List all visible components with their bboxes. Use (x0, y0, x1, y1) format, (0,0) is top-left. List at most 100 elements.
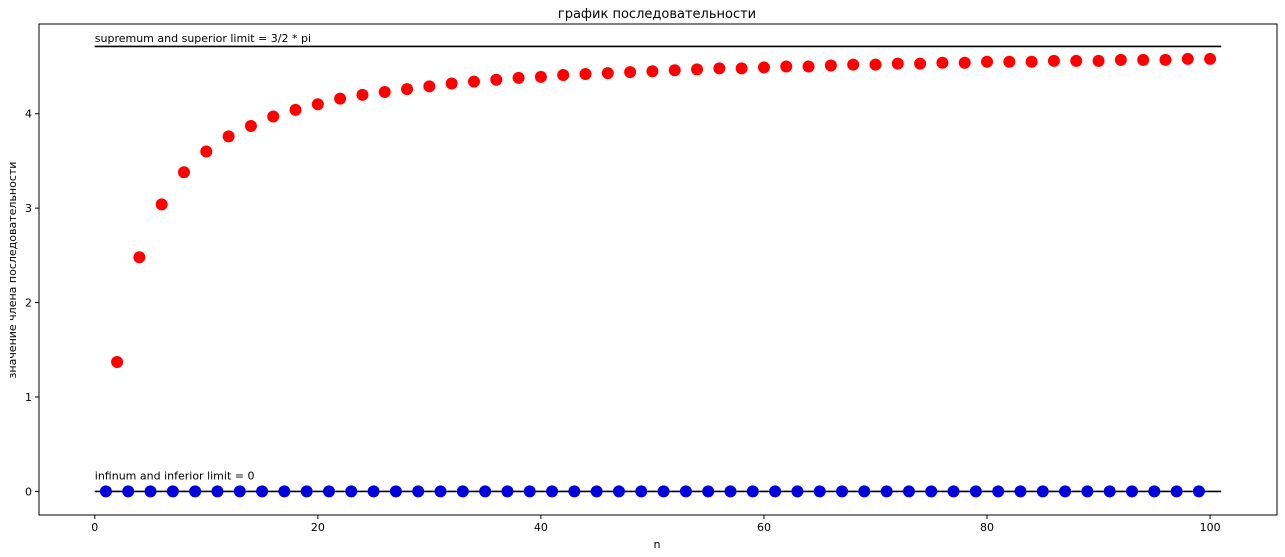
even-term-point (289, 103, 302, 116)
odd-term-point (969, 485, 982, 498)
odd-term-point (479, 485, 492, 498)
odd-term-point (322, 485, 335, 498)
even-term-point (802, 60, 815, 73)
even-term-point (691, 63, 704, 76)
odd-term-point (1081, 485, 1094, 498)
odd-term-point (724, 485, 737, 498)
even-term-point (1003, 55, 1016, 68)
x-tick-label: 100 (1200, 521, 1221, 534)
y-axis-label: значение члена последовательности (6, 162, 19, 379)
odd-term-point (902, 485, 915, 498)
even-term-point (891, 57, 904, 70)
even-term-point (311, 98, 324, 111)
odd-term-point (590, 485, 603, 498)
even-term-point (200, 145, 213, 158)
odd-term-point (702, 485, 715, 498)
odd-term-point (657, 485, 670, 498)
odd-term-point (858, 485, 871, 498)
even-term-point (222, 130, 235, 143)
even-term-point (1137, 53, 1150, 66)
even-term-point (824, 59, 837, 72)
even-term-point (735, 62, 748, 75)
y-tick-label: 3 (25, 202, 32, 215)
odd-term-point (568, 485, 581, 498)
even-term-point (1159, 53, 1172, 66)
even-term-point (356, 88, 369, 101)
even-term-point (334, 92, 347, 105)
odd-term-point (679, 485, 692, 498)
odd-term-point (278, 485, 291, 498)
even-term-point (936, 56, 949, 69)
even-term-point (378, 85, 391, 98)
odd-term-point (836, 485, 849, 498)
odd-term-point (769, 485, 782, 498)
x-tick-label: 80 (980, 521, 994, 534)
even-term-point (445, 77, 458, 90)
odd-term-point (523, 485, 536, 498)
even-term-point (512, 71, 525, 84)
even-term-point (401, 83, 414, 96)
even-term-point (111, 356, 124, 369)
odd-term-point (456, 485, 469, 498)
x-tick-label: 40 (534, 521, 548, 534)
even-term-point (1114, 53, 1127, 66)
odd-term-point (813, 485, 826, 498)
odd-term-point (412, 485, 425, 498)
even-term-point (914, 57, 927, 70)
even-term-point (1070, 54, 1083, 67)
even-term-point (579, 68, 592, 81)
even-term-point (1181, 52, 1194, 65)
odd-term-point (880, 485, 893, 498)
x-tick-label: 60 (757, 521, 771, 534)
even-term-point (155, 198, 168, 211)
even-term-point (1025, 55, 1038, 68)
x-tick-label: 20 (311, 521, 325, 534)
y-tick-label: 1 (25, 391, 32, 404)
even-term-point (780, 60, 793, 73)
y-tick-label: 2 (25, 297, 32, 310)
odd-term-point (947, 485, 960, 498)
even-term-point (423, 80, 436, 93)
even-term-point (1204, 52, 1217, 65)
even-term-point (646, 65, 659, 78)
odd-term-point (1036, 485, 1049, 498)
plot-frame (38, 23, 1278, 516)
odd-term-point (345, 485, 358, 498)
y-tick-label: 0 (25, 485, 32, 498)
even-term-point (713, 62, 726, 75)
supremum-annotation: supremum and superior limit = 3/2 * pi (95, 32, 311, 45)
even-term-point (601, 67, 614, 80)
odd-term-point (211, 485, 224, 498)
odd-term-point (546, 485, 559, 498)
odd-term-point (1014, 485, 1027, 498)
even-term-point (133, 251, 146, 264)
even-term-point (624, 66, 637, 79)
odd-term-point (434, 485, 447, 498)
even-term-point (668, 64, 681, 77)
even-term-point (869, 58, 882, 71)
y-tick-label: 4 (25, 108, 32, 121)
odd-term-point (1170, 485, 1183, 498)
odd-term-point (1126, 485, 1139, 498)
odd-term-point (256, 485, 269, 498)
even-term-point (490, 73, 503, 86)
even-term-point (958, 56, 971, 69)
odd-term-point (300, 485, 313, 498)
odd-term-point (635, 485, 648, 498)
odd-term-point (612, 485, 625, 498)
odd-term-point (189, 485, 202, 498)
even-term-point (1047, 54, 1060, 67)
odd-term-point (1103, 485, 1116, 498)
odd-term-point (99, 485, 112, 498)
even-term-point (244, 119, 257, 132)
even-term-point (847, 58, 860, 71)
odd-term-point (746, 485, 759, 498)
plot-area: 0 20 40 60 80 100 0 1 2 3 4 supremum and superior l… (25, 23, 1278, 534)
odd-term-point (233, 485, 246, 498)
chart-title: график последовательности (558, 7, 756, 22)
odd-term-point (1148, 485, 1161, 498)
even-term-point (981, 55, 994, 68)
even-term-point (467, 75, 480, 88)
even-term-point (557, 68, 570, 81)
